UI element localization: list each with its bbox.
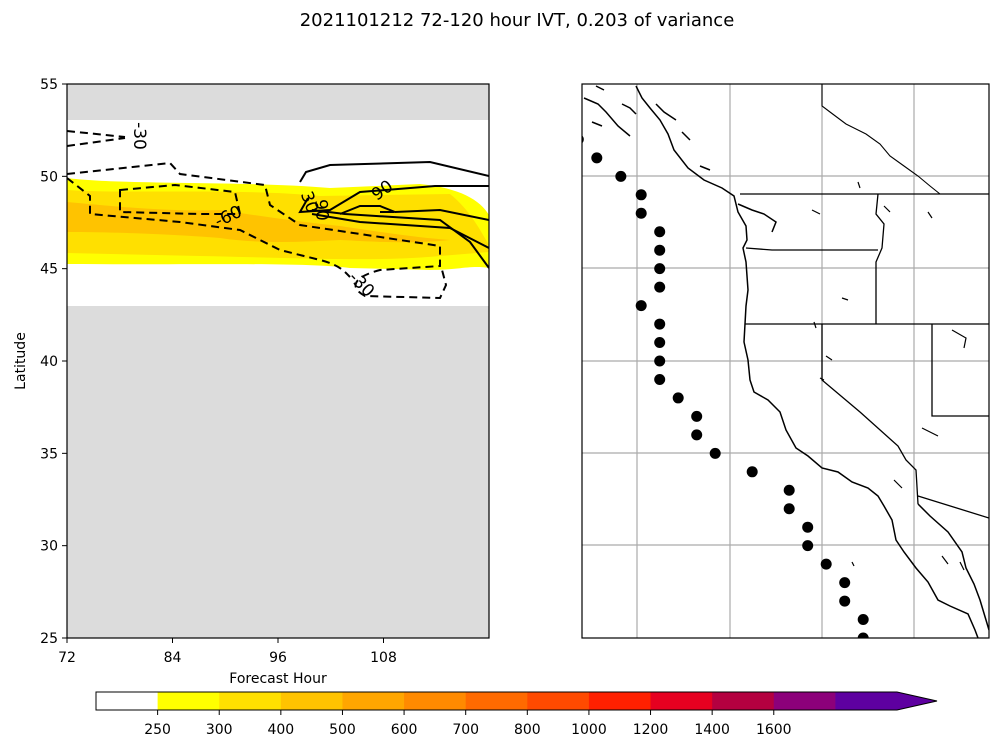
location-point — [857, 632, 869, 638]
x-tick-label: 108 — [370, 650, 397, 666]
colorbar-tick-label: 600 — [391, 722, 418, 738]
x-tick-label: 96 — [269, 650, 287, 666]
colorbar-tick-label: 300 — [206, 722, 233, 738]
x-tick-label: 72 — [58, 650, 76, 666]
colorbar: 250 300 400 500 600 700 800 1000 1200 1400 1600 — [95, 691, 938, 738]
location-point — [591, 152, 603, 164]
colorbar-tick-label: 1000 — [571, 722, 607, 738]
colorbar-segment — [219, 692, 282, 710]
colorbar-tick-label: 700 — [452, 722, 479, 738]
contour-label: 90 — [310, 198, 332, 221]
baja-coast — [917, 503, 989, 631]
location-point — [783, 484, 795, 496]
location-point — [523, 79, 534, 90]
contour-neg-30-main — [67, 161, 448, 300]
location-point — [654, 318, 666, 330]
colorbar-segment — [588, 692, 652, 710]
location-point — [839, 595, 851, 607]
colorbar-extension — [835, 692, 937, 710]
contour-pos-90b — [311, 213, 489, 249]
location-point — [709, 447, 721, 459]
contour-pos-30 — [299, 160, 489, 183]
x-tick-label: 84 — [164, 650, 182, 666]
contour-pos-90c — [339, 205, 489, 221]
contour-neg-30-north — [67, 130, 126, 147]
y-axis-label: Latitude — [13, 332, 29, 390]
lakes — [811, 181, 967, 571]
y-tick-label: 55 — [40, 77, 58, 93]
location-point — [820, 558, 832, 570]
location-point — [802, 540, 814, 552]
contour-label: -30 — [129, 122, 149, 150]
figure-title: 2021101212 72-120 hour IVT, 0.203 of var… — [300, 10, 735, 31]
colorbar-tick-label: 1200 — [633, 722, 669, 738]
location-point — [654, 244, 666, 256]
colorbar-segment — [650, 692, 713, 710]
colorbar-tick-label: 400 — [267, 722, 294, 738]
y-tick-label: 45 — [40, 262, 58, 278]
location-point — [857, 614, 869, 626]
contour-pos-90 — [311, 209, 489, 269]
location-point — [691, 429, 703, 441]
colorbar-tick-label: 800 — [514, 722, 541, 738]
map-gridlines — [582, 84, 989, 638]
map-points — [523, 79, 869, 638]
location-point — [654, 337, 666, 349]
colorbar-segment — [342, 692, 405, 710]
colorbar-segment — [465, 692, 528, 710]
location-point — [802, 521, 814, 533]
y-tick-label: 25 — [40, 631, 58, 647]
location-point — [635, 207, 647, 219]
canada-interior-lines — [821, 84, 941, 195]
colorbar-segment — [96, 692, 159, 710]
location-point — [672, 392, 684, 404]
location-point — [654, 355, 666, 367]
map-panel — [523, 79, 990, 639]
colorbar-segment — [773, 692, 836, 710]
colorbar-segment — [712, 692, 775, 710]
location-point — [541, 97, 552, 108]
masked-region-north — [67, 84, 489, 120]
colorbar-tick-label: 250 — [144, 722, 171, 738]
y-tick-label: 40 — [40, 354, 58, 370]
location-point — [635, 189, 647, 201]
colorbar-tick-label: 1400 — [694, 722, 730, 738]
coastline-islands — [583, 85, 777, 233]
contour-neg-60-inner — [119, 183, 242, 215]
colorbar-outline — [95, 691, 938, 711]
colorbar-segment — [527, 692, 590, 710]
contour-neg-60 — [67, 177, 351, 278]
location-point — [691, 410, 703, 422]
location-point — [654, 226, 666, 238]
colorbar-segment — [157, 692, 220, 710]
hovmoller-axes: 72 84 96 108 25 30 35 40 45 50 55 — [40, 77, 397, 666]
y-tick-label: 35 — [40, 446, 58, 462]
location-point — [556, 115, 567, 126]
y-tick-label: 50 — [40, 169, 58, 185]
contour-pos-60 — [298, 185, 489, 214]
location-point — [635, 300, 647, 312]
colorbar-tick-label: 1600 — [756, 722, 792, 738]
location-point — [654, 373, 666, 385]
location-point — [654, 281, 666, 293]
colorbar-segment — [404, 692, 467, 710]
location-point — [615, 170, 627, 182]
location-point — [839, 577, 851, 589]
location-point — [746, 466, 758, 478]
colorbar-tick-label: 500 — [329, 722, 356, 738]
masked-region-south — [67, 306, 489, 638]
colorbar-segment — [280, 692, 343, 710]
location-point — [783, 503, 795, 515]
state-borders — [745, 193, 989, 519]
y-tick-label: 30 — [40, 539, 58, 555]
map-frame — [581, 83, 990, 639]
coastline — [635, 85, 979, 638]
location-point — [654, 263, 666, 275]
x-axis-label: Forecast Hour — [229, 671, 327, 687]
